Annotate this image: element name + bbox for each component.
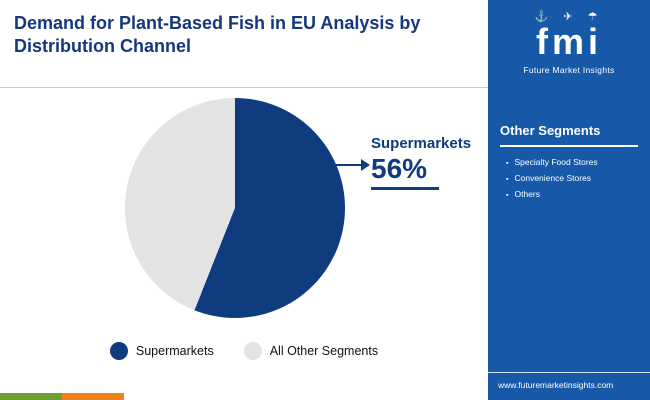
- accent-strip-orange: [62, 393, 124, 400]
- legend-swatch-supermarkets: [109, 342, 128, 360]
- logo-subtitle: Future Market Insights: [523, 64, 615, 75]
- callout-arrow-icon: [361, 159, 370, 171]
- accent-strip-green: [0, 393, 62, 400]
- legend-swatch-other-segments: [243, 342, 262, 360]
- list-item: Specialty Food Stores: [506, 157, 638, 167]
- fmi-logo: ⚓ ✈ ☂ fmi Future Market Insights: [488, 0, 650, 75]
- page-title: Demand for Plant-Based Fish in EU Analys…: [14, 13, 421, 57]
- list-item: Others: [506, 189, 638, 199]
- logo-industry-icons: ⚓ ✈ ☂: [534, 11, 604, 23]
- logo-wordmark: fmi: [536, 21, 602, 62]
- pie-chart: [125, 98, 345, 318]
- legend-label-other-segments: All Other Segments: [269, 344, 379, 358]
- other-segments-list: Specialty Food Stores Convenience Stores…: [500, 157, 638, 199]
- callout-arrow-line: [336, 164, 362, 166]
- callout-label: Supermarkets: [371, 135, 472, 152]
- chart-legend: Supermarkets All Other Segments: [0, 342, 488, 360]
- other-segments-section: Other Segments Specialty Food Stores Con…: [500, 123, 638, 199]
- chart-area: Demand for Plant-Based Fish in EU Analys…: [0, 13, 488, 400]
- brand-sidebar: ⚓ ✈ ☂ fmi Future Market Insights Other S…: [488, 0, 650, 400]
- pie-callout: Supermarkets 56%: [371, 135, 471, 190]
- brand-accent-strip: [0, 393, 124, 400]
- website-url: www.futuremarketinsights.com: [488, 372, 650, 400]
- header-divider: [0, 87, 488, 88]
- other-segments-heading: Other Segments: [500, 123, 638, 147]
- list-item: Convenience Stores: [506, 173, 638, 183]
- legend-label-supermarkets: Supermarkets: [135, 344, 214, 358]
- legend-item-supermarkets: Supermarkets: [109, 342, 214, 360]
- callout-value: 56%: [371, 153, 440, 190]
- legend-item-other-segments: All Other Segments: [243, 342, 379, 360]
